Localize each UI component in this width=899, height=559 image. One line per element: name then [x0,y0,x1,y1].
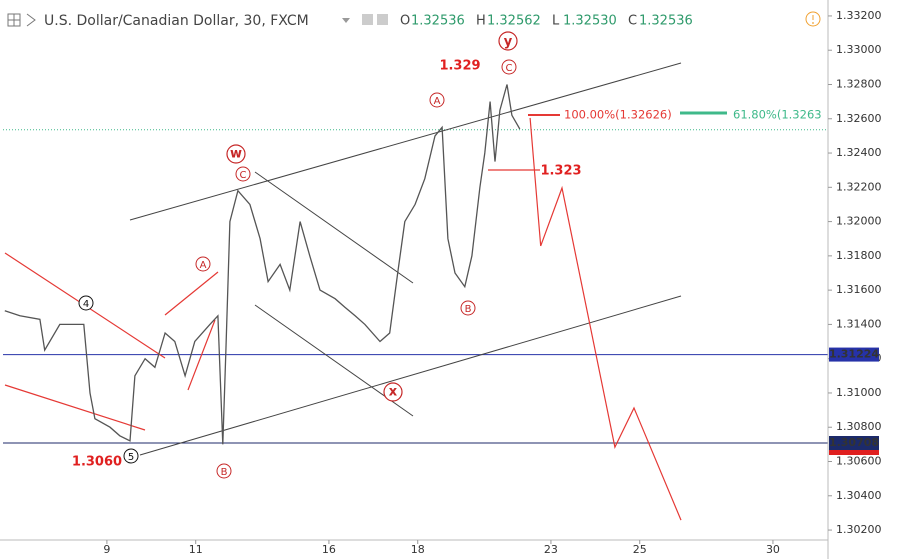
ohlc-value: 1.32536 [411,14,465,29]
y-tick-label: 1.32000 [836,215,882,228]
ohlc-value: 1.32530 [563,14,617,29]
ohlc: O 1.32536 H 1.32562 L 1.32530 C 1.32536 [400,14,693,29]
wave-label: C [506,63,513,74]
y-tick-label: 1.30200 [836,523,882,536]
price-line [4,84,521,445]
fib-label: 61.80%(1.3263 [733,108,822,122]
wave-circle [429,92,445,108]
price-tag [829,347,879,362]
x-tick-label: 30 [766,543,780,556]
channel-desc-upper [254,171,414,284]
x-tick-label: 18 [411,543,425,556]
icon-collapse[interactable] [26,13,36,27]
ohlc-key: O [400,14,410,29]
x-tick-label: 25 [633,543,647,556]
wave-circle [123,448,139,464]
y-tick-label: 1.33000 [836,43,882,56]
wave-label: y [504,35,513,50]
annotation: 1.3060 [72,455,122,470]
alert-icon[interactable] [805,11,821,27]
dropdown[interactable] [342,18,350,23]
wave-label: B [221,467,228,478]
trend-red [164,271,219,316]
y-tick-label: 1.33200 [836,9,882,22]
wave-circle [235,166,251,182]
plot [4,84,682,521]
trend-red [4,384,146,431]
wave-circle [460,300,476,316]
wave-label: 4 [83,299,89,310]
projection-line [529,117,682,521]
wave-circle [78,295,94,311]
wave-label: x [389,385,398,400]
y-tick-label: 1.31000 [836,386,882,399]
wave-label: A [434,96,441,107]
y-tick-label: 1.32600 [836,112,882,125]
ohlc-key: H [476,14,486,29]
fib-label: 100.00%(1.32626) [564,108,672,122]
y-tick-label: 1.30400 [836,489,882,502]
wave-label: 5 [128,452,134,463]
y-tick-label: 1.32800 [836,77,882,90]
price-tag-label: 1.31224 [829,348,879,361]
annotation: 1.329 [439,59,480,74]
y-tick-label: 1.31400 [836,317,882,330]
annotation: 1.323 [540,164,581,179]
icon-eye[interactable] [362,14,373,25]
y-tick-label: 1.32400 [836,146,882,159]
wave-label: C [240,170,247,181]
wave-circle [226,144,246,164]
y-tick-label: 1.31600 [836,283,882,296]
x-tick-label: 23 [544,543,558,556]
ohlc-value: 1.32536 [639,14,693,29]
ohlc-value: 1.32562 [487,14,541,29]
wave-circles [78,31,518,479]
axes: 1.30200 1.30400 1.30600 1.30800 1.31000 1.312… [103,9,881,556]
ohlc-key: L [552,14,560,29]
wave-circle [501,59,517,75]
wave-circle [498,31,518,51]
wave-label: A [200,260,207,271]
wave-circle [195,256,211,272]
ohlc-key: C [628,14,637,29]
grid [3,129,828,444]
x-tick-label: 11 [189,543,203,556]
price-tag [829,436,879,451]
x-tick-label: 9 [103,543,110,556]
alert-icon [812,22,814,24]
x-tick-label: 16 [322,543,336,556]
y-tick-label: 1.30800 [836,420,882,433]
y-tick-label: 1.31800 [836,249,882,262]
y-tick-label: 1.30600 [836,455,882,468]
price-tag-marker [829,450,879,456]
wave-label: B [465,304,472,315]
wave-labels: y w x C A C A B B 4 5 [83,35,513,479]
wave-label: w [230,147,242,162]
symbol: U.S. Dollar/Canadian Dollar, 30, FXCM [44,13,309,29]
icon-settings[interactable] [377,14,388,25]
trend-red [187,319,216,391]
wave-circle [383,382,403,402]
price-tag-label: 1.30708 [829,436,879,449]
channel-lower [139,295,682,456]
wave-circle [216,463,232,479]
y-tick-label: 1.32200 [836,180,882,193]
channel-upper [129,62,682,221]
